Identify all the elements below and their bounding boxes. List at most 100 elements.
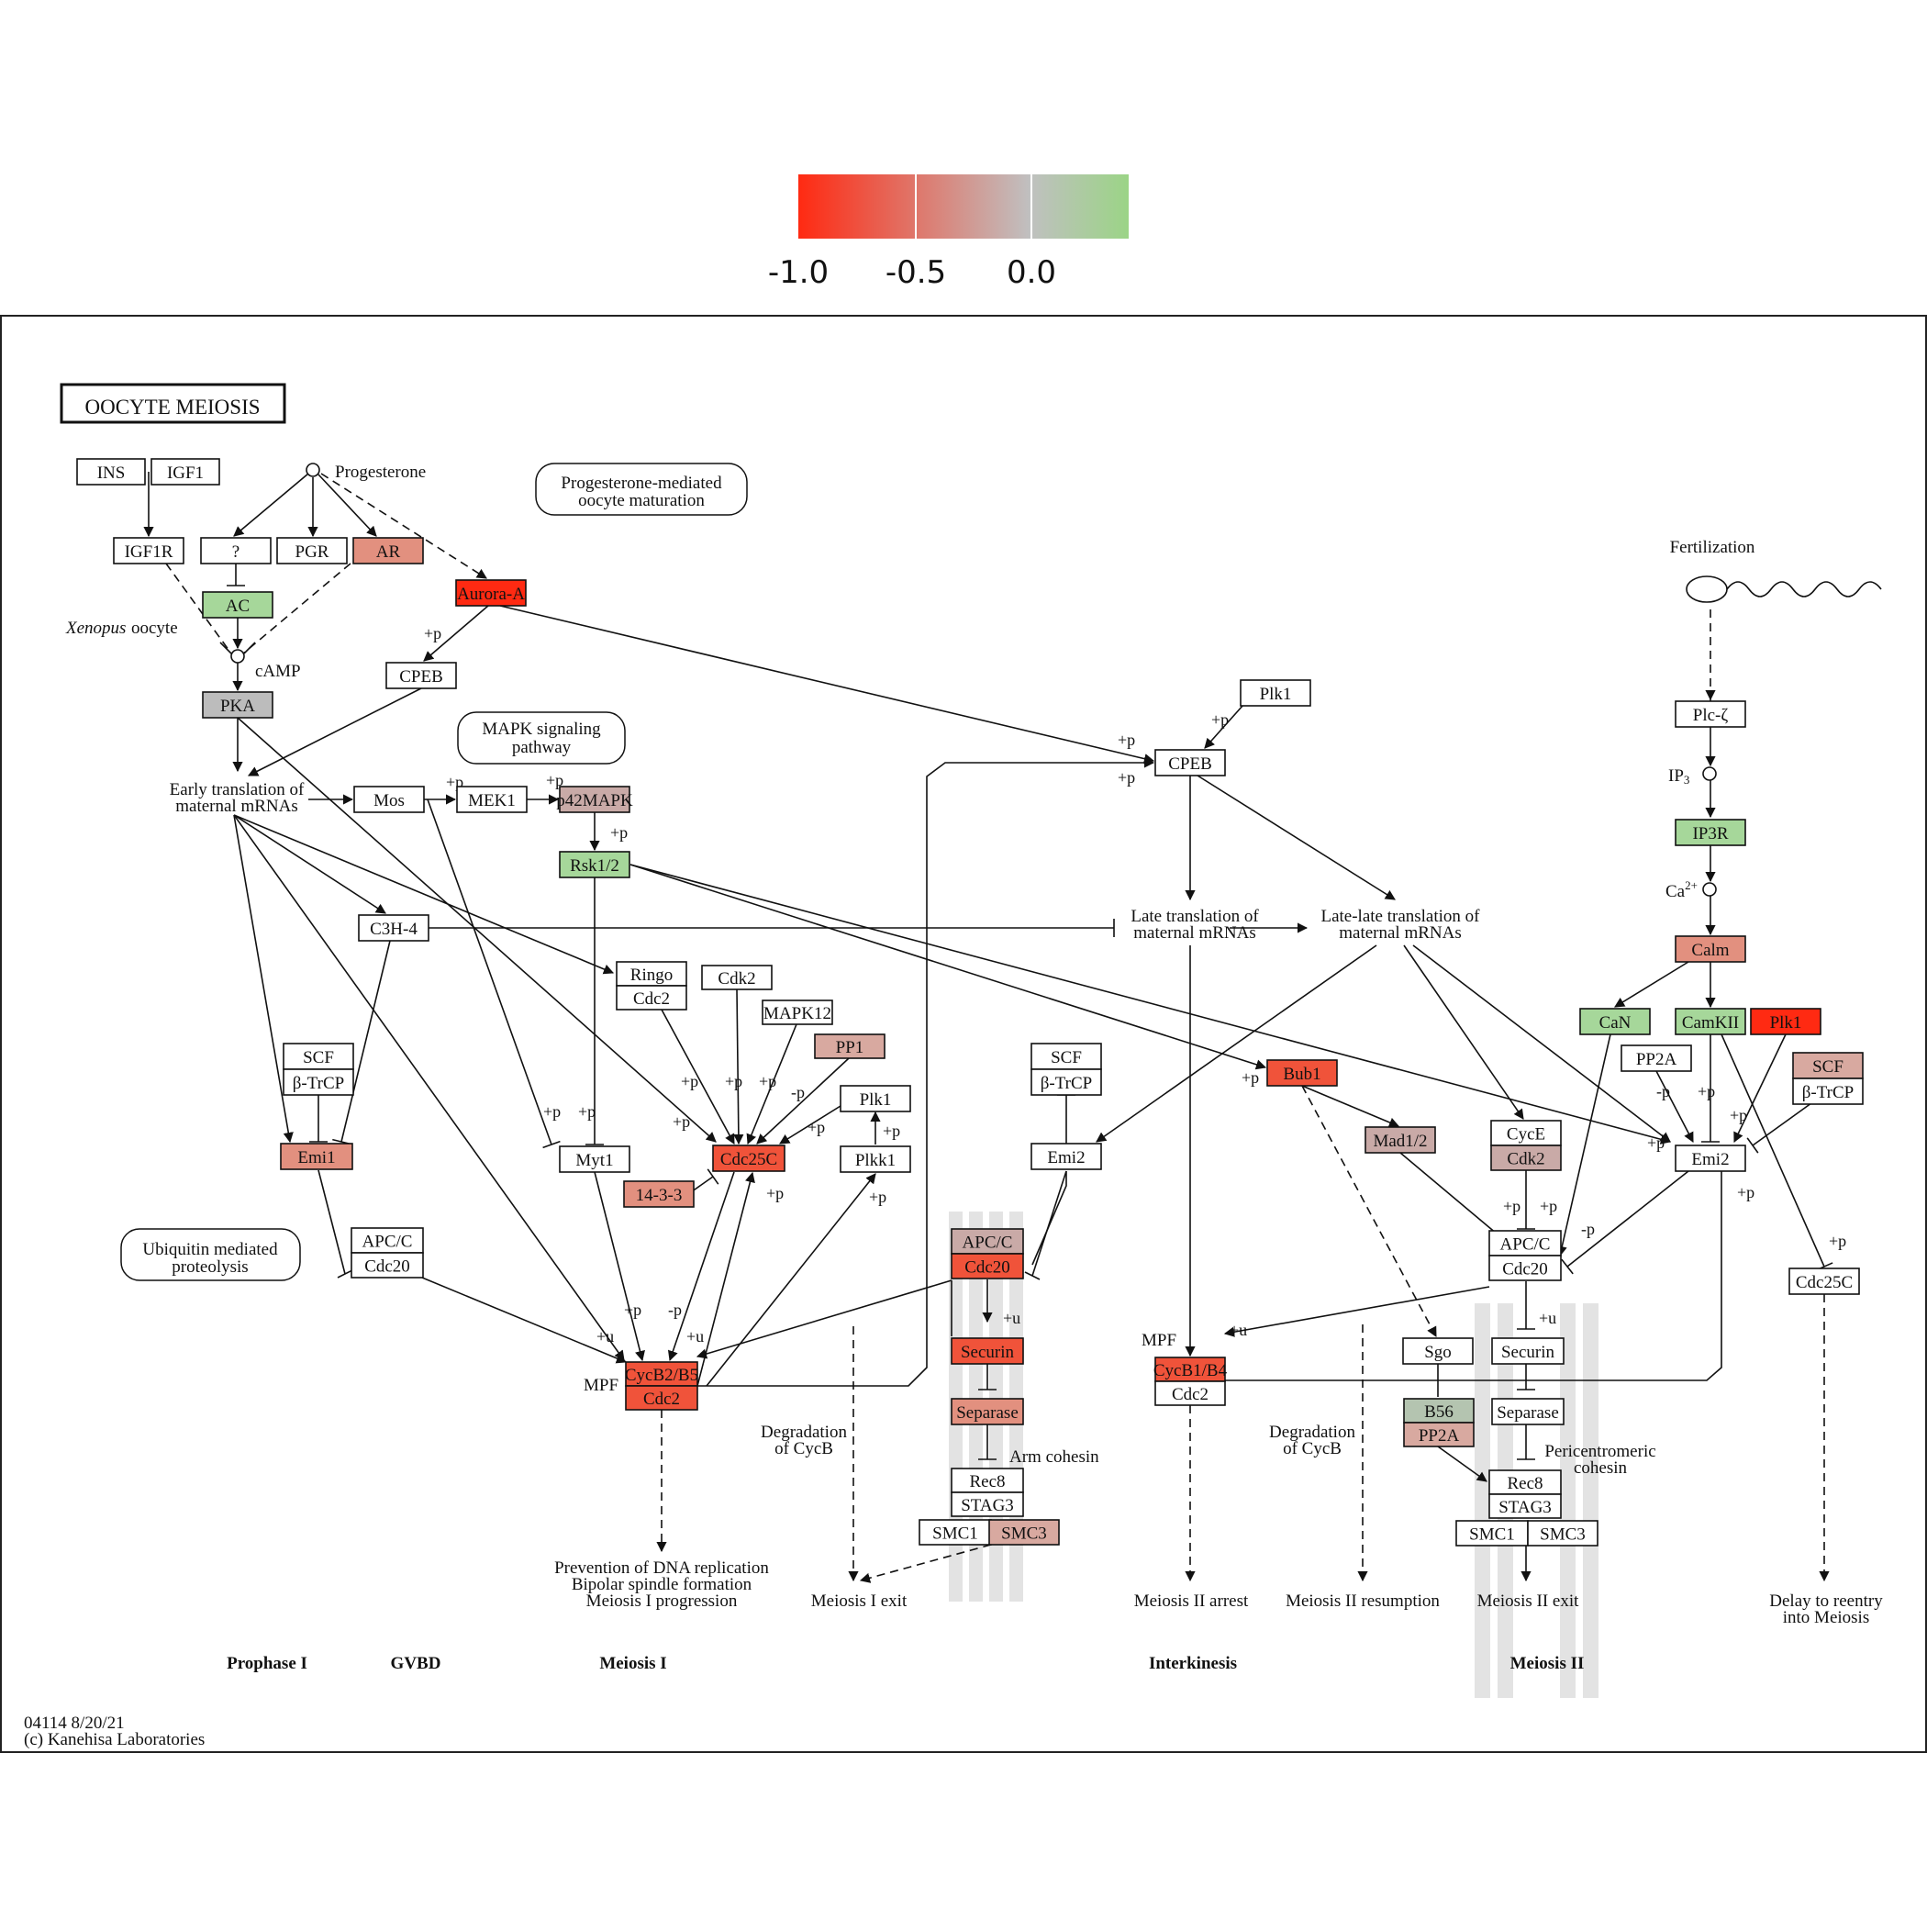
gene-node-cdk2-b[interactable]: Cdk2	[1490, 1145, 1562, 1171]
gene-node-igf1r[interactable]: IGF1R	[113, 537, 184, 564]
gene-node-aurora-a[interactable]: Aurora-A	[455, 579, 527, 607]
modification-mark: +p	[681, 1072, 698, 1090]
gene-node-rsk12[interactable]: Rsk1/2	[559, 851, 630, 878]
outcome-label: Delay to reentry	[1769, 1591, 1883, 1611]
gene-node-scf-c[interactable]: SCF	[1792, 1052, 1864, 1079]
gene-node-stag3-a[interactable]: STAG3	[951, 1491, 1024, 1517]
gene-node-label: Securin	[1501, 1343, 1555, 1362]
gene-node-pp2a-b[interactable]: PP2A	[1621, 1044, 1692, 1072]
gene-node-smc1-a[interactable]: SMC1	[919, 1519, 992, 1546]
gene-node-pp1[interactable]: PP1	[814, 1033, 886, 1059]
map-progesterone-mediated[interactable]: Progesterone-mediated oocyte maturation	[535, 463, 748, 516]
gene-node-plk1-c[interactable]: Plk1	[1750, 1008, 1821, 1035]
gene-node-securin-a[interactable]: Securin	[951, 1337, 1024, 1365]
gene-node-mek1[interactable]: MEK1	[456, 786, 528, 813]
gene-node-mad12[interactable]: Mad1/2	[1364, 1126, 1436, 1154]
gene-node-emi2-b[interactable]: Emi2	[1675, 1145, 1746, 1172]
map-mapk-signaling[interactable]: MAPK signaling pathway	[457, 711, 626, 765]
modification-mark: +p	[766, 1184, 784, 1202]
arm-cohesin-label: Arm cohesin	[1009, 1447, 1099, 1467]
gene-node-b56[interactable]: B56	[1403, 1398, 1475, 1424]
degradation-cycb-label: Degradation	[1269, 1423, 1355, 1442]
gene-node-plk1-a[interactable]: Plk1	[840, 1085, 911, 1112]
gene-node-emi2-a[interactable]: Emi2	[1030, 1143, 1102, 1170]
gene-node-ip3r[interactable]: IP3R	[1675, 819, 1746, 846]
gene-node-cdc20-a[interactable]: Cdc20	[351, 1252, 424, 1279]
gene-node-btrcp-a[interactable]: β-TrCP	[283, 1068, 354, 1096]
gene-node-cpeb2[interactable]: CPEB	[1154, 749, 1226, 776]
xenopus-label: Xenopus	[65, 619, 126, 638]
gene-node-cdc25c-b[interactable]: Cdc25C	[1788, 1268, 1860, 1295]
gene-node-scf-a[interactable]: SCF	[283, 1043, 354, 1070]
gene-node-apcc-a[interactable]: APC/C	[351, 1227, 424, 1254]
gene-node-q[interactable]: ?	[200, 537, 272, 564]
gene-node-calm[interactable]: Calm	[1675, 935, 1746, 963]
phase-label: Interkinesis	[1149, 1654, 1237, 1673]
outcome-label: into Meiosis	[1783, 1608, 1869, 1627]
gene-node-sgo[interactable]: Sgo	[1402, 1337, 1474, 1365]
legend-tick-label: -1.0	[768, 254, 829, 291]
gene-node-pp2a-a[interactable]: PP2A	[1403, 1422, 1475, 1447]
gene-node-plk1-b[interactable]: Plk1	[1240, 679, 1311, 707]
gene-node-cdc2-mpf[interactable]: Cdc2	[625, 1385, 698, 1411]
gene-node-label: CPEB	[1168, 754, 1212, 774]
gene-node-stag3-b[interactable]: STAG3	[1488, 1493, 1562, 1519]
camp-label: cAMP	[255, 662, 301, 681]
gene-node-cpeb1[interactable]: CPEB	[385, 662, 457, 689]
gene-node-mos[interactable]: Mos	[353, 786, 425, 813]
gene-node-btrcp-b[interactable]: β-TrCP	[1030, 1068, 1102, 1096]
gene-node-plkk1[interactable]: Plkk1	[840, 1145, 911, 1173]
gene-node-ac[interactable]: AC	[202, 591, 273, 619]
gene-node-myt1[interactable]: Myt1	[559, 1145, 630, 1173]
gene-node-cdc25c-a[interactable]: Cdc25C	[712, 1145, 785, 1172]
gene-node-label: Emi1	[297, 1148, 335, 1167]
gene-node-label: Calm	[1691, 941, 1729, 960]
gene-node-label: PP1	[836, 1038, 864, 1057]
gene-node-label: β-TrCP	[1041, 1074, 1093, 1093]
gene-node-smc3-a[interactable]: SMC3	[988, 1519, 1060, 1546]
gene-node-pka[interactable]: PKA	[202, 691, 273, 719]
gene-node-cdc2-b[interactable]: Cdc2	[1154, 1380, 1226, 1406]
camp-compound	[230, 649, 245, 664]
gene-node-btrcp-c[interactable]: β-TrCP	[1792, 1078, 1864, 1105]
modification-mark: +p	[578, 1102, 596, 1121]
gene-node-label: Plk1	[860, 1090, 892, 1110]
pericentromeric-cohesin-label: cohesin	[1574, 1458, 1628, 1478]
gene-node-securin-b[interactable]: Securin	[1491, 1337, 1565, 1365]
gene-node-ins[interactable]: INS	[76, 458, 146, 486]
map-ubiquitin-proteolysis[interactable]: Ubiquitin mediated proteolysis	[120, 1228, 301, 1281]
gene-node-ringo[interactable]: Ringo	[616, 961, 687, 987]
gene-node-cdc20-c[interactable]: Cdc20	[1488, 1255, 1562, 1281]
gene-node-camkii[interactable]: CamKII	[1675, 1008, 1746, 1035]
gene-node-rec8-b[interactable]: Rec8	[1488, 1469, 1562, 1495]
gene-node-scf-b[interactable]: SCF	[1030, 1043, 1102, 1070]
gene-node-cycb2b5[interactable]: CycB2/B5	[625, 1361, 698, 1387]
gene-node-ar[interactable]: AR	[352, 537, 424, 564]
calcium-compound	[1702, 882, 1717, 897]
gene-node-rec8-a[interactable]: Rec8	[951, 1468, 1024, 1493]
gene-node-label: Separase	[956, 1403, 1019, 1423]
gene-node-separase-b[interactable]: Separase	[1491, 1398, 1565, 1425]
gene-node-apcc-b[interactable]: APC/C	[951, 1228, 1024, 1255]
gene-node-c3h4[interactable]: C3H-4	[358, 914, 429, 942]
gene-node-cdk2[interactable]: Cdk2	[701, 965, 773, 990]
modification-mark: +p	[624, 1301, 641, 1319]
gene-node-smc3-b[interactable]: SMC3	[1527, 1520, 1598, 1547]
gene-node-apcc-c[interactable]: APC/C	[1488, 1230, 1562, 1256]
gene-node-label: PGR	[295, 542, 329, 562]
gene-node-emi1[interactable]: Emi1	[280, 1143, 353, 1170]
gene-node-mapk12[interactable]: MAPK12	[762, 1000, 833, 1025]
gene-node-cycb1b4[interactable]: CycB1/B4	[1153, 1357, 1228, 1382]
gene-node-bub1[interactable]: Bub1	[1266, 1059, 1338, 1087]
gene-node-separase-a[interactable]: Separase	[951, 1398, 1024, 1425]
gene-node-smc1-b[interactable]: SMC1	[1455, 1520, 1529, 1547]
gene-node-pgr[interactable]: PGR	[276, 537, 348, 564]
gene-node-plc[interactable]: Plc-ζ	[1675, 700, 1746, 728]
gene-node-cyce[interactable]: CycE	[1490, 1120, 1562, 1146]
gene-node-can[interactable]: CaN	[1579, 1008, 1651, 1035]
gene-node-p42mapk[interactable]: p42MAPK	[556, 786, 633, 813]
gene-node-cdc20-b[interactable]: Cdc20	[951, 1253, 1024, 1279]
gene-node-p1433[interactable]: 14-3-3	[623, 1180, 695, 1208]
gene-node-cdc2-ringo[interactable]: Cdc2	[616, 985, 687, 1011]
gene-node-igf1[interactable]: IGF1	[150, 458, 220, 486]
